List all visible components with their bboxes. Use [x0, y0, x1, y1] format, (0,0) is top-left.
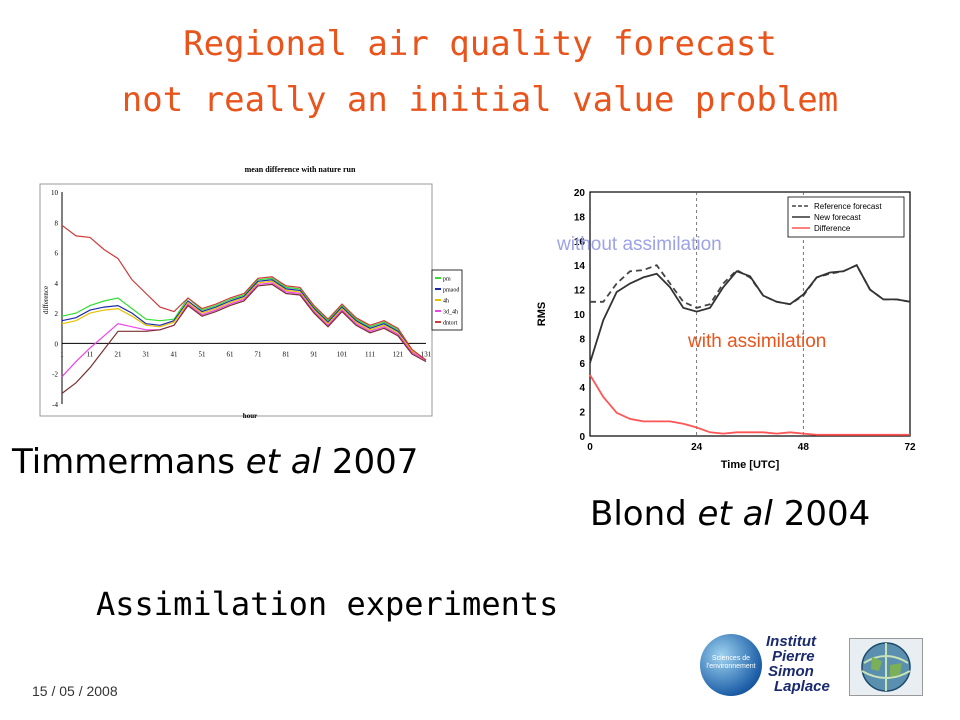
ipsl-line-2: Pierre	[772, 648, 815, 665]
chart2-series-line	[590, 264, 911, 309]
chart2-xtick: 24	[691, 442, 703, 453]
subtitle: Assimilation experiments	[96, 585, 559, 623]
slide-title-line2: not really an initial value problem	[121, 80, 839, 120]
chart1-title: mean difference with nature run	[245, 165, 356, 174]
chart2-ytick: 16	[574, 237, 586, 248]
chart2-ytick: 20	[574, 188, 586, 199]
chart2-legend-label: New forecast	[814, 213, 861, 222]
chart2-legend-label: Difference	[814, 224, 851, 233]
slide-date: 15 / 05 / 2008	[32, 683, 118, 699]
chart1-legend-label: pm	[443, 277, 451, 283]
chart2-series-line	[589, 264, 911, 364]
chart2-ylabel: RMS	[536, 302, 548, 326]
chart2-plot-frame	[589, 191, 911, 437]
chart1-xtick: 71	[255, 350, 263, 358]
chart1-legend-label: pmaod	[443, 288, 459, 294]
sciences-environnement-logo	[700, 634, 762, 696]
lsce-globe-icon	[861, 642, 911, 692]
ipsl-logo: Institut Pierre Simon Laplace	[766, 634, 836, 694]
chart1-ytick: 6	[55, 250, 59, 258]
chart1-xtick: 121	[393, 350, 404, 358]
chart2-xtick: 0	[587, 442, 593, 453]
citation1-year: 2007	[331, 442, 419, 482]
chart1-xtick: 91	[311, 350, 319, 358]
ipsl-line-4: Laplace	[774, 678, 830, 695]
annotation-with-assimilation: with assimilation	[688, 331, 827, 352]
chart2-xtick: 72	[904, 442, 916, 453]
chart1-xtick: 81	[283, 350, 291, 358]
chart1-series-line	[61, 282, 427, 378]
chart1-xtick: 131	[421, 350, 432, 358]
chart2-ytick: 10	[574, 310, 586, 321]
citation2-year: 2004	[783, 494, 871, 534]
citation-timmermans: Timmermans et al 2007	[12, 442, 418, 482]
chart2-ytick: 4	[579, 383, 585, 394]
chart2-ytick: 14	[574, 261, 586, 272]
chart1-xtick: 51	[199, 350, 207, 358]
chart2-ytick: 8	[579, 334, 585, 345]
sciences-environnement-logo-text: Sciences de l'environnement	[706, 655, 756, 670]
chart2-ytick: 12	[574, 286, 586, 297]
citation2-author: Blond	[590, 494, 687, 534]
lsce-logo	[849, 638, 923, 696]
chart1-series-line	[61, 277, 427, 361]
ipsl-line-1: Institut	[766, 633, 816, 650]
chart2-ytick: 18	[574, 212, 586, 223]
chart1-xtick: 111	[365, 350, 375, 358]
citation1-author: Timmermans	[12, 442, 235, 482]
chart1-xtick: 21	[115, 350, 123, 358]
chart1-xtick: 11	[87, 350, 94, 358]
chart1-xlabel: hour	[243, 412, 257, 420]
chart2-legend-label: Reference forecast	[814, 202, 882, 211]
chart1-legend-label: 4h	[443, 299, 449, 305]
chart2-ytick: 0	[579, 432, 585, 443]
chart2-xlabel: Time [UTC]	[721, 459, 780, 471]
chart1-series-line	[61, 224, 427, 361]
chart1-ylabel: difference	[42, 286, 50, 314]
chart1-ytick: 10	[51, 189, 59, 197]
chart1-xtick: 61	[227, 350, 235, 358]
chart1-legend-label: dntort	[443, 321, 458, 327]
chart1-series-line	[61, 283, 427, 394]
slide-title-line1: Regional air quality forecast	[183, 24, 777, 64]
chart2-xtick: 48	[798, 442, 810, 453]
annotation-without-assimilation: without assimilation	[557, 234, 722, 255]
chart1-ytick: 0	[55, 340, 59, 348]
chart1-ytick: -4	[52, 401, 58, 409]
chart1-series-line	[61, 280, 427, 361]
chart1-ytick: 4	[55, 280, 59, 288]
chart1-ytick: 2	[55, 310, 59, 318]
ipsl-line-3: Simon	[768, 663, 814, 680]
chart1-series-line	[61, 279, 427, 361]
chart2-ytick: 2	[579, 408, 585, 419]
chart1-xtick: 101	[337, 350, 348, 358]
chart1-xtick: 31	[143, 350, 151, 358]
citation1-etal: et al	[245, 442, 322, 482]
citation2-etal: et al	[697, 494, 773, 534]
chart1-ytick: -2	[52, 371, 58, 379]
chart1-xtick: 41	[171, 350, 179, 358]
chart1-ytick: 8	[55, 219, 59, 227]
chart1-xtick: 1	[60, 350, 64, 358]
chart1-legend-label: 3d_4h	[443, 310, 458, 316]
chart2-series-line	[589, 374, 910, 436]
chart2-ytick: 6	[579, 359, 585, 370]
citation-blond: Blond et al 2004	[590, 494, 870, 534]
